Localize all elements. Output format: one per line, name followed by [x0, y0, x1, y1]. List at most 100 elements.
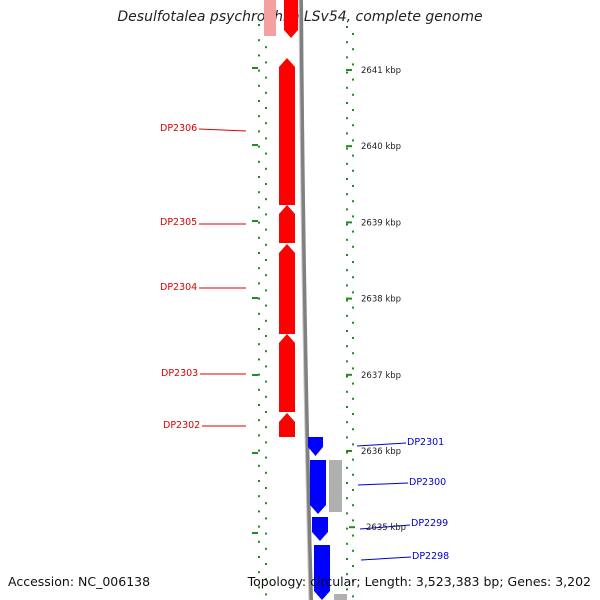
scale-tick	[346, 145, 352, 148]
topology-text: Topology: circular; Length: 3,523,383 bp…	[247, 574, 591, 589]
guide-dot	[346, 26, 348, 28]
gene-label: DP2300	[409, 477, 446, 488]
guide-dot	[352, 504, 354, 507]
gene-arrow-dp2302	[279, 413, 295, 437]
guide-dot	[346, 588, 348, 591]
guide-dot	[346, 284, 348, 287]
guide-dot	[258, 100, 260, 102]
guide-dot	[258, 358, 260, 361]
scale-dots	[258, 24, 354, 598]
scale-tick	[346, 69, 352, 71]
guide-dot	[346, 330, 348, 332]
guide-dot	[346, 86, 348, 89]
guide-dot	[258, 388, 260, 391]
minor-tick	[252, 297, 258, 299]
guide-dot	[258, 510, 260, 513]
guide-dot	[346, 482, 348, 484]
guide-dot	[346, 299, 348, 302]
guide-dot	[265, 319, 267, 322]
guide-dot	[352, 139, 354, 142]
guide-dot	[258, 464, 260, 467]
accession-text: Accession: NC_006138	[8, 574, 151, 589]
gene-label: DP2298	[412, 551, 449, 562]
guide-dot	[352, 48, 354, 51]
guide-dot	[265, 517, 267, 520]
guide-dot	[258, 525, 260, 528]
guide-dot	[265, 76, 267, 79]
guide-dot	[346, 223, 348, 226]
guide-dot	[346, 466, 348, 469]
guide-dot	[258, 419, 260, 422]
scale-tick-label: 2635 kbp	[366, 523, 406, 533]
guide-dot	[346, 193, 348, 196]
guide-dot	[258, 312, 260, 315]
guide-dot	[258, 221, 260, 224]
guide-dot	[352, 489, 354, 491]
scale-tick-label: 2638 kbp	[361, 295, 401, 305]
backbone-line	[299, 0, 313, 600]
guide-dot	[265, 593, 267, 596]
guide-dot	[346, 512, 348, 515]
guide-dot	[352, 352, 354, 355]
guide-dot	[352, 291, 354, 294]
guide-dot	[346, 345, 348, 348]
scale-ticks: 2641 kbp 2640 kbp 2639 kbp 2638 kbp 2637 kbp…	[252, 66, 406, 534]
guide-dot	[265, 243, 267, 246]
gene-arrow-top	[284, 0, 298, 38]
guide-dot	[352, 367, 354, 370]
guide-dot	[265, 395, 267, 398]
guide-dot	[346, 208, 348, 211]
guide-dot	[265, 365, 267, 368]
guide-dot	[265, 198, 267, 201]
guide-dot	[352, 595, 354, 598]
guide-dot	[265, 380, 267, 383]
gene-arrow-dp2298	[314, 545, 330, 600]
guide-dot	[265, 152, 267, 155]
guide-dot	[265, 167, 267, 170]
guide-dot	[346, 314, 348, 317]
guide-dot	[352, 458, 354, 461]
guide-dot	[352, 169, 354, 172]
guide-dot	[265, 228, 267, 231]
guide-dot	[265, 259, 267, 261]
guide-dot	[265, 563, 267, 565]
guide-dot	[352, 534, 354, 537]
guide-dot	[265, 487, 267, 489]
guide-dot	[352, 473, 354, 476]
guide-dot	[352, 215, 354, 218]
guide-dot	[352, 63, 354, 66]
guide-dot	[346, 132, 348, 135]
guide-dot	[346, 41, 348, 44]
guide-dot	[352, 397, 354, 400]
guide-dot	[258, 130, 260, 133]
guide-dot	[352, 413, 354, 415]
guide-dot	[258, 434, 260, 437]
guide-dot	[258, 282, 260, 285]
gene-arrow-dp2300	[310, 460, 326, 514]
guide-dot	[258, 540, 260, 543]
guide-dot	[352, 261, 354, 263]
guide-dot	[346, 542, 348, 545]
scale-tick	[349, 526, 355, 529]
guide-dot	[258, 160, 260, 163]
scale-tick-label: 2637 kbp	[361, 371, 401, 381]
guide-dot	[258, 206, 260, 209]
guide-dot	[265, 213, 267, 216]
guide-dot	[265, 350, 267, 353]
guide-dot	[258, 586, 260, 589]
gene-label: DP2304	[160, 282, 197, 293]
guide-dot	[352, 185, 354, 187]
gene-label: DP2305	[160, 217, 197, 228]
gene-arrow-dp2305	[279, 205, 295, 243]
guide-dot	[352, 580, 354, 583]
scale-tick	[346, 450, 352, 452]
guide-dot	[346, 269, 348, 272]
guide-dot	[352, 33, 354, 35]
guide-dot	[258, 115, 260, 118]
guide-dot	[265, 335, 267, 337]
gene-arrow-dp2306	[279, 58, 295, 205]
guide-dot	[346, 451, 348, 454]
gene-arrow-dp2303	[279, 334, 295, 412]
